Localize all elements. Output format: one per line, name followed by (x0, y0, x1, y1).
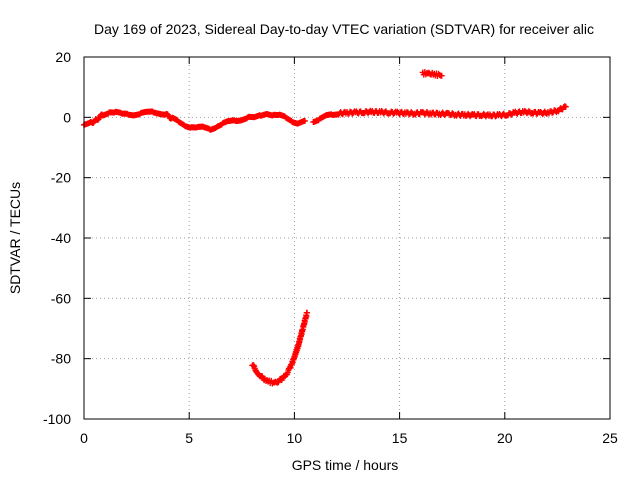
y-tick-label: -40 (51, 230, 71, 246)
y-tick-labels: -100 -80 -60 -40 -20 0 20 (43, 49, 71, 427)
data-point (438, 72, 445, 79)
y-tick-label: -100 (43, 411, 71, 427)
data-point (562, 103, 569, 110)
x-tick-label: 15 (392, 430, 408, 446)
data-segment (249, 309, 311, 387)
data-segment (419, 69, 445, 79)
data-point (301, 117, 308, 124)
y-tick-label: -20 (51, 170, 71, 186)
x-axis-label: GPS time / hours (292, 457, 399, 473)
axes-frame (83, 56, 611, 420)
data-segment (310, 103, 569, 126)
y-tick-label: 20 (55, 49, 71, 65)
x-tick-label: 10 (287, 430, 303, 446)
y-tick-label: 0 (63, 109, 71, 125)
x-tick-label: 5 (185, 430, 193, 446)
y-tick-label: -60 (51, 290, 71, 306)
y-tick-label: -80 (51, 351, 71, 367)
y-axis-label: SDTVAR / TECUs (7, 182, 23, 294)
chart-title: Day 169 of 2023, Sidereal Day-to-day VTE… (94, 21, 594, 37)
x-tick-label: 25 (602, 430, 618, 446)
x-tick-label: 0 (80, 430, 88, 446)
x-tick-label: 20 (497, 430, 513, 446)
data-point (304, 309, 311, 316)
x-tick-labels: 0 5 10 15 20 25 (80, 430, 618, 446)
data-segment (81, 108, 308, 133)
data-points (81, 69, 569, 387)
